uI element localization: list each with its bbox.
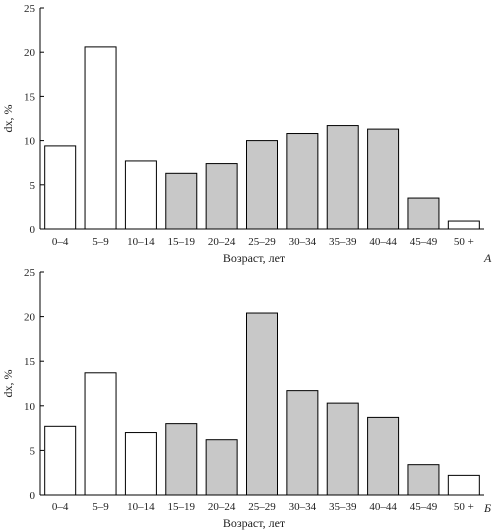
y-tick-label: 0 — [30, 490, 36, 502]
bar — [367, 416, 400, 496]
x-category-label: 5–9 — [92, 501, 109, 513]
bar — [165, 423, 198, 496]
y-tick-label: 25 — [24, 3, 36, 15]
bar — [246, 312, 278, 496]
x-category-label: 10–14 — [127, 501, 155, 513]
y-tick-label: 5 — [30, 445, 36, 457]
y-tick-label: 15 — [24, 91, 36, 103]
x-category-label: 25–29 — [248, 236, 276, 248]
bar — [165, 172, 198, 230]
bar — [447, 220, 480, 230]
x-category-label: 15–19 — [168, 236, 196, 248]
y-tick-label: 20 — [24, 47, 36, 59]
y-axis-label: dx, % — [1, 105, 15, 133]
bar — [44, 425, 77, 496]
x-axis-label: Возраст, лет — [223, 516, 286, 530]
y-tick-label: 10 — [24, 136, 36, 148]
x-axis-label: Возраст, лет — [223, 251, 286, 265]
x-category-label: 50 + — [454, 501, 474, 513]
panel-label: Б — [483, 501, 491, 515]
x-category-label: 15–19 — [168, 501, 196, 513]
x-category-label: 20–24 — [208, 501, 236, 513]
x-category-label: 35–39 — [329, 501, 357, 513]
bar — [205, 163, 238, 230]
bar — [407, 197, 440, 230]
y-tick-label: 25 — [24, 267, 36, 279]
bar — [124, 160, 157, 230]
x-category-label: 45–49 — [410, 236, 438, 248]
bar — [205, 439, 238, 496]
x-category-label: 0–4 — [52, 236, 69, 248]
x-category-label: 45–49 — [410, 501, 438, 513]
y-tick-label: 0 — [30, 224, 36, 236]
bar — [84, 372, 117, 496]
x-category-label: 25–29 — [248, 501, 276, 513]
panel-label: А — [483, 251, 492, 265]
bar — [326, 125, 359, 230]
bar — [286, 133, 319, 230]
y-tick-label: 20 — [24, 312, 36, 324]
bar — [326, 402, 359, 496]
x-category-label: 40–44 — [369, 501, 397, 513]
x-category-label: 50 + — [454, 236, 474, 248]
bar — [447, 474, 480, 496]
x-category-label: 10–14 — [127, 236, 155, 248]
y-tick-label: 10 — [24, 401, 36, 413]
x-category-label: 30–34 — [289, 501, 317, 513]
y-tick-label: 5 — [30, 180, 36, 192]
bar — [367, 128, 400, 230]
x-category-label: 40–44 — [369, 236, 397, 248]
bar — [286, 390, 319, 496]
y-tick-label: 15 — [24, 356, 36, 368]
bar — [124, 432, 157, 496]
bar — [84, 46, 117, 230]
x-category-label: 30–34 — [289, 236, 317, 248]
x-category-label: 20–24 — [208, 236, 236, 248]
chart-panel-b: 0 5 10 15 20 25 0–4 5–9 10–14 15–19 20–24 25–29 30–3… — [1, 267, 491, 530]
bar — [407, 464, 440, 496]
x-category-label: 35–39 — [329, 236, 357, 248]
bar — [246, 140, 278, 230]
chart-panel-a: 0 5 10 15 20 25 0–4 5–9 10–14 15–19 20–24 25–29 30–3… — [1, 3, 492, 265]
x-category-label: 0–4 — [52, 501, 69, 513]
y-axis-label: dx, % — [1, 370, 15, 398]
x-category-label: 5–9 — [92, 236, 109, 248]
bar — [44, 145, 77, 230]
